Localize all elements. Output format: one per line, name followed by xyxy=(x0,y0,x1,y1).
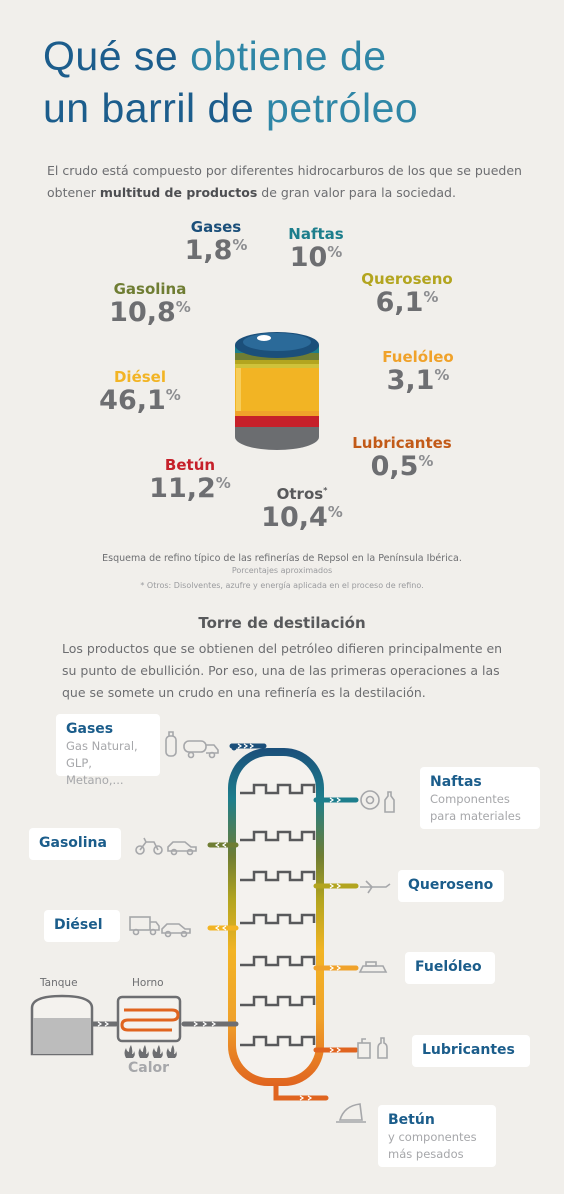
output-subtitle: Gas Natural, xyxy=(66,739,138,753)
car-icon xyxy=(161,923,191,938)
product-betun: Betún 11,2% xyxy=(140,456,240,504)
tower-shell xyxy=(228,748,324,1086)
output-fueloleo: Fuelóleo xyxy=(405,952,495,984)
tower-inner xyxy=(236,756,316,1078)
furnace-label: Horno xyxy=(132,977,164,989)
product-lubricantes: Lubricantes 0,5% xyxy=(342,434,462,482)
product-diesel: Diésel 46,1% xyxy=(90,368,190,416)
gas-bottle-icon xyxy=(165,731,177,757)
output-betun: Betún y componentes más pesados xyxy=(378,1105,496,1167)
product-value: 3,1 xyxy=(386,365,435,396)
product-value: 6,1 xyxy=(375,287,424,318)
heat-label: Calor xyxy=(128,1060,170,1076)
output-title: Diésel xyxy=(54,917,103,933)
truck-icon xyxy=(129,916,160,936)
furnace-icon xyxy=(116,995,182,1043)
output-subtitle: GLP, Metano,... xyxy=(66,756,124,787)
output-title: Gasolina xyxy=(39,835,107,851)
motorcycle-icon xyxy=(135,837,163,855)
product-value: 1,8 xyxy=(184,235,233,266)
car-icon xyxy=(167,841,197,856)
product-value: 10,8 xyxy=(109,297,176,328)
product-name: Gases xyxy=(190,218,242,236)
barrel-icon xyxy=(235,332,319,450)
output-naftas: Naftas Componentes para materiales xyxy=(420,767,540,829)
product-otros: Otros* 10,4% xyxy=(252,482,352,533)
product-value: 10,4 xyxy=(261,502,328,533)
tanker-truck-icon xyxy=(183,740,219,759)
output-diesel: Diésel xyxy=(44,910,120,942)
tank-icon xyxy=(30,994,94,1056)
others-footnote: * Otros: Disolventes, azufre y energía a… xyxy=(140,581,424,590)
scheme-note: Esquema de refino típico de las refinerí… xyxy=(102,553,462,564)
output-subtitle: para materiales xyxy=(430,809,521,823)
tire-icon xyxy=(360,790,380,810)
product-gasolina: Gasolina 10,8% xyxy=(100,280,200,328)
product-gases: Gases 1,8% xyxy=(176,218,256,266)
output-subtitle: Componentes xyxy=(430,792,510,806)
airplane-icon xyxy=(360,880,391,894)
output-title: Betún xyxy=(388,1112,435,1128)
output-title: Fuelóleo xyxy=(415,959,482,975)
output-queroseno: Queroseno xyxy=(398,870,504,902)
product-name: Lubricantes xyxy=(352,434,452,452)
product-queroseno: Queroseno 6,1% xyxy=(352,270,462,318)
output-lubricantes: Lubricantes xyxy=(412,1035,530,1067)
output-gases: Gases Gas Natural, GLP, Metano,... xyxy=(56,714,160,787)
output-title: Gases xyxy=(66,721,114,737)
tower-description: Los productos que se obtienen del petról… xyxy=(62,641,503,700)
lubricant-bottle-icon xyxy=(377,1037,388,1059)
page-title: Qué se obtiene de un barril de petróleo xyxy=(43,33,419,131)
tower-trays xyxy=(240,783,316,1047)
product-value: 0,5 xyxy=(370,451,419,482)
product-naftas: Naftas 10% xyxy=(276,225,356,273)
ship-icon xyxy=(358,961,388,973)
product-fueloleo: Fuelóleo 3,1% xyxy=(368,348,468,396)
oil-can-icon xyxy=(357,1038,371,1059)
approx-note: Porcentajes aproximados xyxy=(231,566,333,575)
product-name: Fuelóleo xyxy=(382,348,454,366)
flame-icon xyxy=(124,1045,177,1058)
output-title: Lubricantes xyxy=(422,1042,515,1058)
product-name: Otros* xyxy=(276,485,328,503)
tank-label: Tanque xyxy=(40,977,78,989)
road-roller-icon xyxy=(336,1103,366,1123)
product-value: 11,2 xyxy=(149,473,216,504)
product-name: Betún xyxy=(164,456,216,474)
product-value: 46,1 xyxy=(99,385,166,416)
output-title: Queroseno xyxy=(408,877,494,893)
flow-arrows xyxy=(97,743,342,1101)
product-name: Gasolina xyxy=(113,280,187,298)
output-subtitle: más pesados xyxy=(388,1147,464,1161)
product-value: 10 xyxy=(289,242,328,273)
product-name: Naftas xyxy=(288,225,344,243)
outlet-pipes xyxy=(89,743,359,1101)
product-name: Diésel xyxy=(113,368,166,386)
output-gasolina: Gasolina xyxy=(29,828,121,860)
output-subtitle: y componentes xyxy=(388,1130,477,1144)
output-title: Naftas xyxy=(430,774,482,790)
product-name: Queroseno xyxy=(361,270,453,288)
bottle-icon xyxy=(384,791,395,813)
intro-text: El crudo está compuesto por diferentes h… xyxy=(47,163,522,200)
tower-title: Torre de destilación xyxy=(198,614,366,632)
